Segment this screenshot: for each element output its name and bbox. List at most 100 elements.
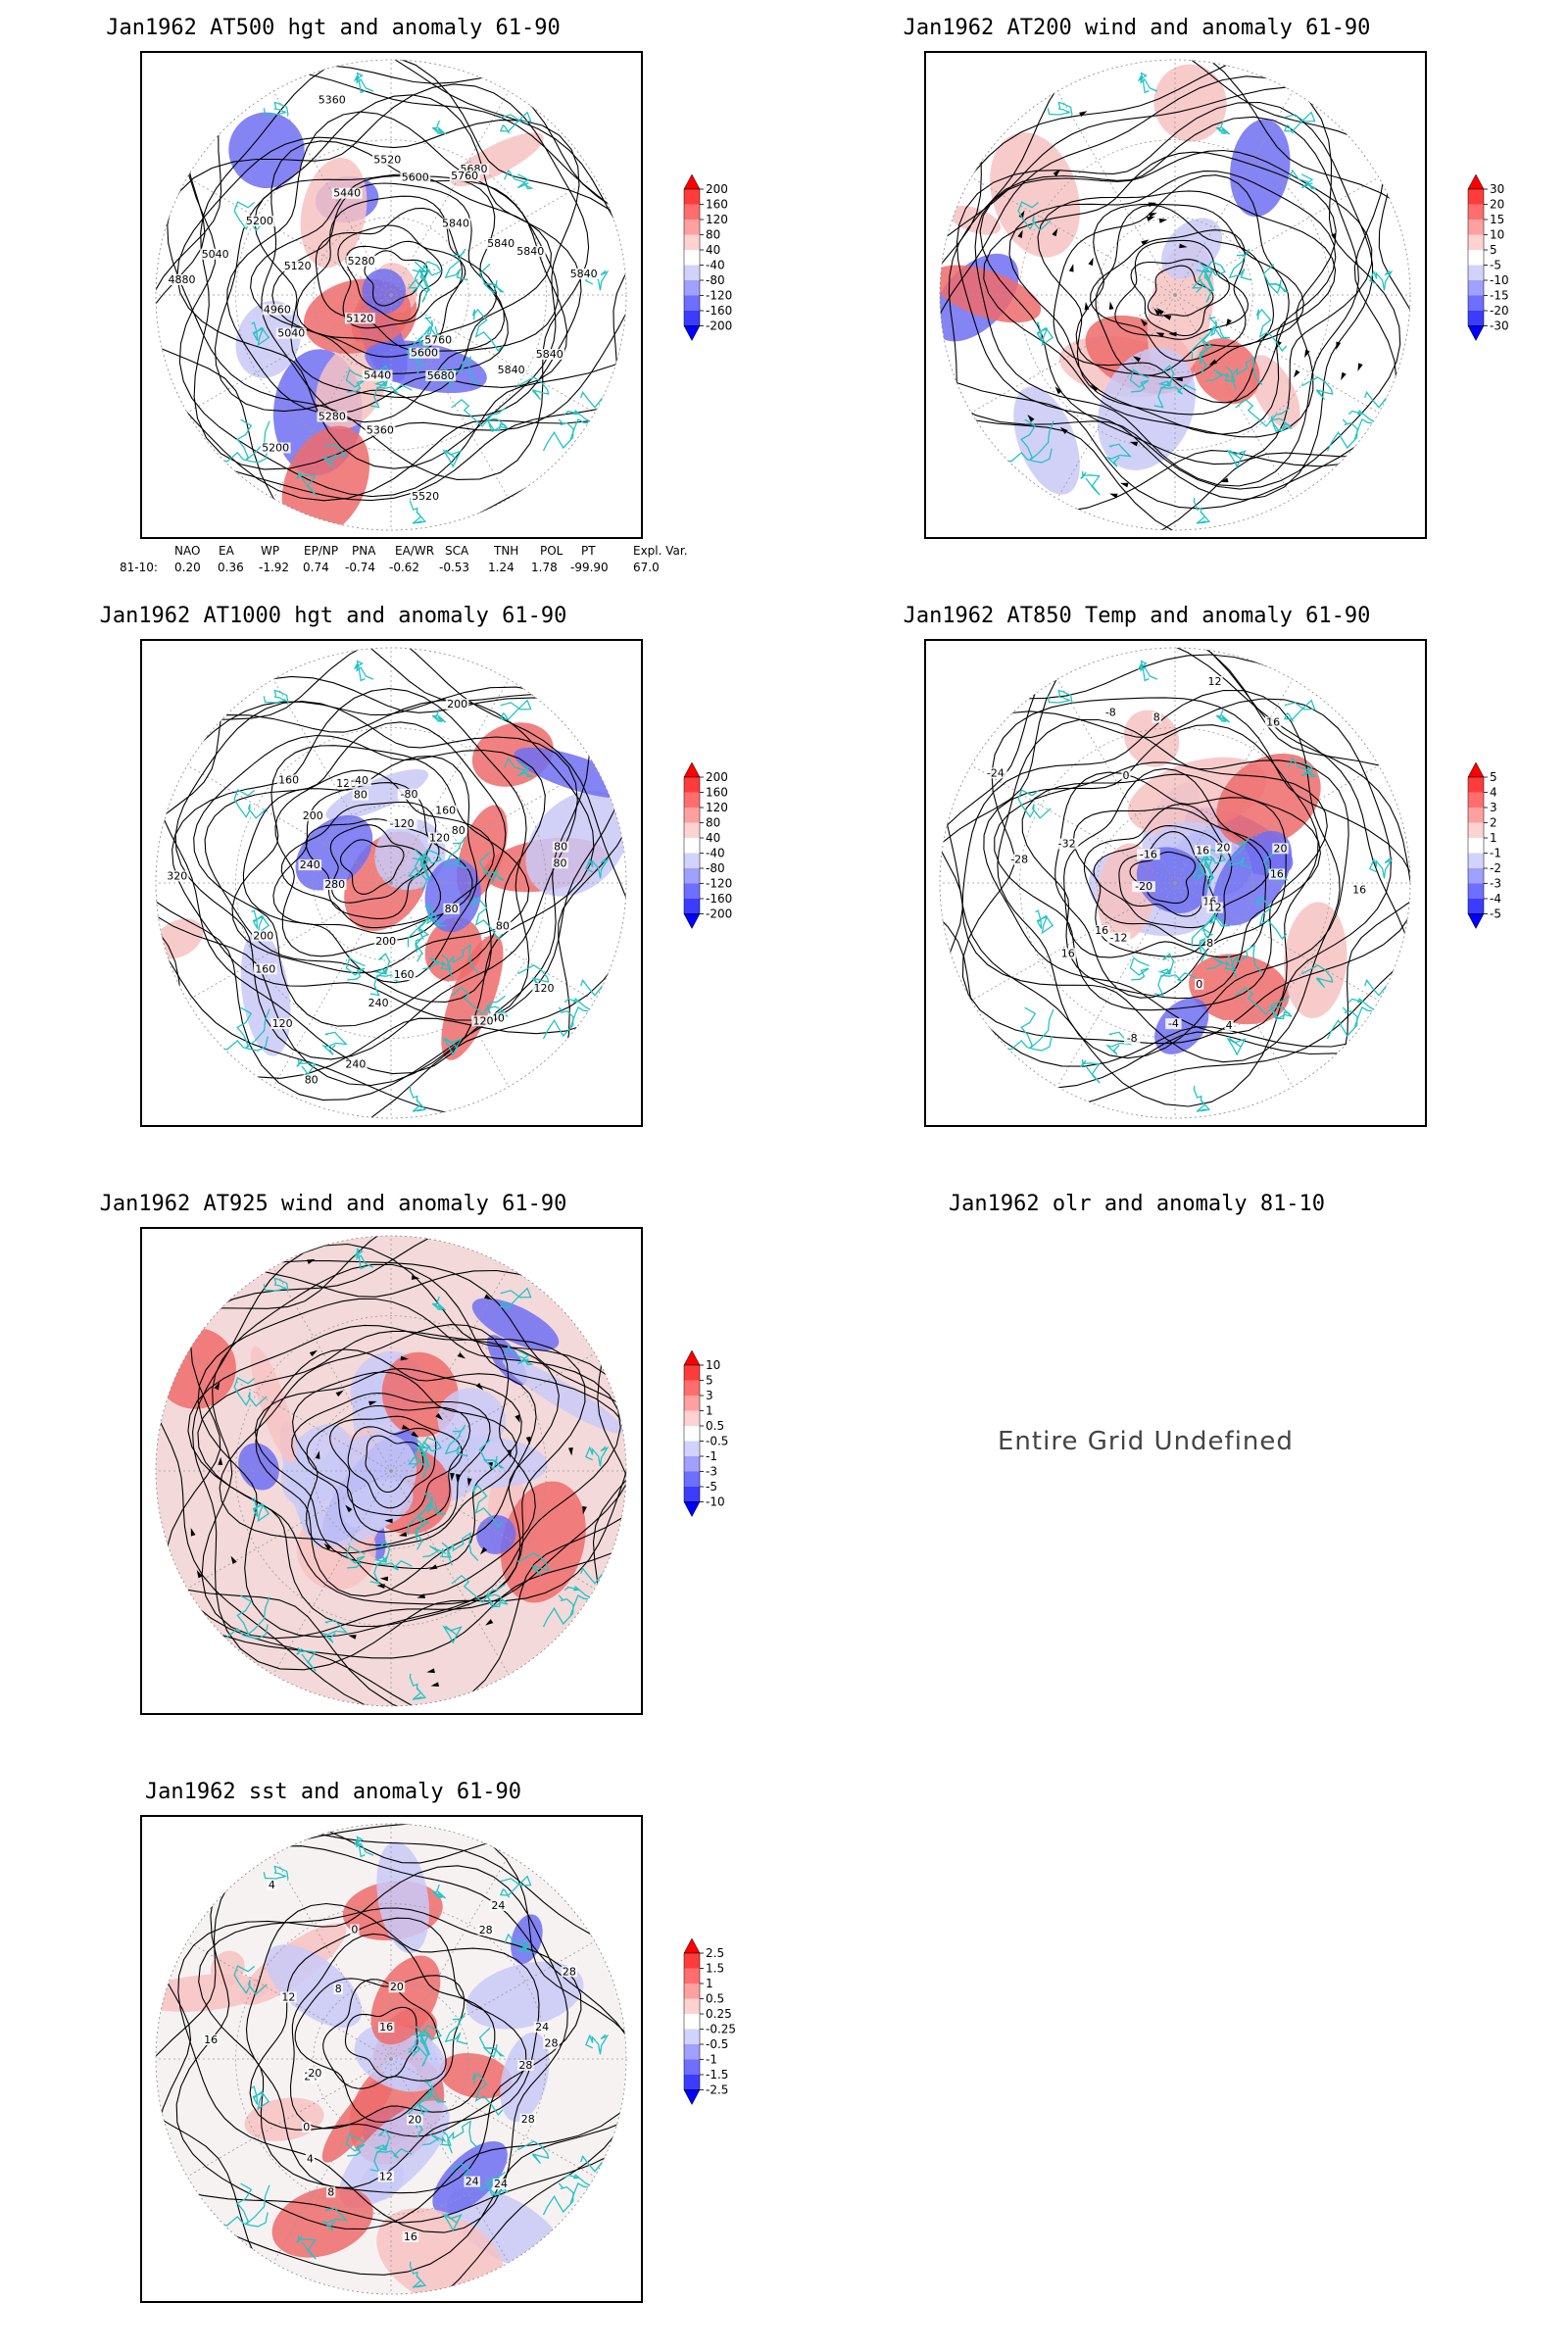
contour-label: 4	[269, 1879, 275, 1891]
contour-label: 8	[335, 1983, 342, 1995]
colorbar: 2.5 1.5 1 0.5 0.25 -0.25 -0.5 -1 -1.5 -2.5	[683, 1937, 743, 2139]
contour-label: 5840	[516, 245, 544, 258]
colorbar-label: 40	[706, 831, 720, 845]
teleconnection-header: PT	[581, 544, 596, 558]
colorbar-label: -10	[1490, 273, 1509, 287]
colorbar-label: -1	[706, 2053, 717, 2067]
contour-label: 12	[1208, 902, 1222, 914]
contour-label: 28	[545, 2037, 559, 2050]
colorbar-segment	[1468, 822, 1484, 838]
map-frame: 80 80 120 40 120 160 200 240 240 80 120 160 200 320 28…	[140, 639, 643, 1127]
colorbar-segment	[1468, 265, 1484, 280]
colorbar-segment	[684, 838, 700, 854]
teleconnection-header: SCA	[445, 544, 469, 558]
contour-label: 5280	[348, 255, 375, 268]
contour-label: 24	[491, 1899, 505, 1912]
contour-label: 240	[368, 997, 389, 1009]
colorbar-label: 160	[706, 786, 728, 800]
colorbar: 200 160 120 80 40 -40 -80 -120 -160 -200	[683, 173, 743, 375]
contour-label: 8	[327, 2185, 334, 2198]
contour-label: 28	[479, 1924, 493, 1936]
teleconnection-value: -0.53	[439, 561, 470, 574]
colorbar-bottom-arrow	[683, 325, 701, 342]
colorbar-label: 80	[706, 816, 720, 830]
contour-label: -80	[401, 788, 418, 801]
contour-label: 160	[435, 805, 456, 817]
colorbar-label: -3	[706, 1465, 717, 1479]
panel-title: Jan1962 AT925 wind and anomaly 61-90	[99, 1192, 567, 1216]
streamline-arrows	[1017, 111, 1363, 499]
colorbar-label: -10	[706, 1495, 725, 1509]
contour-label: 12	[379, 2170, 393, 2182]
colorbar-segment	[684, 1953, 700, 1969]
teleconnection-value: 0.74	[303, 561, 329, 574]
colorbar-bottom-arrow	[683, 913, 701, 930]
contour-label: 0	[1196, 978, 1202, 991]
contour-label: 16	[1061, 947, 1075, 959]
contour-label: 16	[1196, 844, 1209, 857]
contour-label: 16	[1352, 883, 1366, 896]
colorbar-label: -0.25	[706, 2023, 736, 2036]
teleconnection-header: EP/NP	[304, 544, 339, 558]
colorbar-segment	[1468, 234, 1484, 250]
panel-at1000: Jan1962 AT1000 hgt and anomaly 61-90 80 8…	[0, 588, 784, 1176]
contour-label: 5680	[427, 369, 455, 382]
contour-lines	[156, 1824, 626, 2294]
colorbar-label: 1.5	[706, 1962, 724, 1976]
contour-label: 5440	[333, 187, 361, 200]
teleconnection-value: 67.0	[633, 561, 660, 574]
colorbar-bottom-arrow	[1467, 325, 1485, 342]
hemisphere-boundary	[155, 647, 627, 1119]
colorbar-label: -120	[706, 877, 732, 891]
contour-label: 5200	[262, 442, 289, 455]
colorbar-label: -200	[706, 319, 732, 333]
contour-label: 80	[354, 789, 368, 802]
colorbar-segment	[684, 1380, 700, 1396]
colorbar-top-arrow	[1467, 761, 1485, 778]
colorbar-segment	[1468, 311, 1484, 326]
teleconnection-header: NAO	[174, 544, 201, 558]
contour-label: -32	[1058, 838, 1076, 851]
contour-label: 12	[1208, 675, 1222, 688]
colorbar-label: 2	[1490, 816, 1497, 830]
teleconnection-row-label: 81-10:	[120, 561, 158, 574]
colorbar: 30 20 15 10 5 -5 -10 -15 -20 -30	[1467, 173, 1527, 375]
colorbar-label: -80	[706, 861, 725, 875]
colorbar-top-arrow	[683, 761, 701, 778]
colorbar-label: 160	[706, 198, 728, 212]
colorbar-top-arrow	[1467, 173, 1485, 190]
colorbar-segment	[684, 868, 700, 884]
colorbar-label: 200	[706, 182, 728, 196]
colorbar-label: 40	[706, 243, 720, 257]
contour-label: 160	[394, 968, 415, 981]
panel-title: Jan1962 AT1000 hgt and anomaly 61-90	[99, 604, 567, 628]
colorbar-label: 3	[1490, 801, 1497, 814]
contour-label: 80	[554, 857, 567, 869]
colorbar-label: -20	[1490, 304, 1509, 318]
colorbar-segment	[684, 1441, 700, 1456]
colorbar-segment	[684, 1365, 700, 1381]
contour-label: 5040	[202, 248, 229, 261]
colorbar-bottom-arrow	[1467, 913, 1485, 930]
colorbar-segment	[1468, 792, 1484, 808]
teleconnection-value: -99.90	[570, 561, 609, 574]
teleconnection-value: 1.78	[531, 561, 558, 574]
colorbar-segment	[684, 2059, 700, 2075]
teleconnection-header: Expl. Var.	[633, 544, 688, 558]
contour-label: 5120	[284, 260, 312, 272]
colorbar-label: -80	[706, 273, 725, 287]
colorbar-segment	[684, 1456, 700, 1472]
contour-label: 120	[272, 1017, 293, 1030]
panel-title: Jan1962 sst and anomaly 61-90	[144, 1780, 522, 1804]
colorbar-segment	[684, 220, 700, 235]
colorbar-label: -15	[1490, 289, 1509, 303]
anomaly-shading	[156, 60, 626, 530]
teleconnection-header: TNH	[494, 544, 519, 558]
colorbar-label: -1	[1490, 847, 1501, 860]
colorbar-label: -40	[706, 847, 725, 860]
teleconnection-header: POL	[540, 544, 564, 558]
colorbar-label: -5	[1490, 259, 1501, 272]
colorbar-segment	[1468, 777, 1484, 793]
colorbar-segment	[1468, 204, 1484, 220]
panel-title: Jan1962 AT500 hgt and anomaly 61-90	[106, 16, 561, 40]
